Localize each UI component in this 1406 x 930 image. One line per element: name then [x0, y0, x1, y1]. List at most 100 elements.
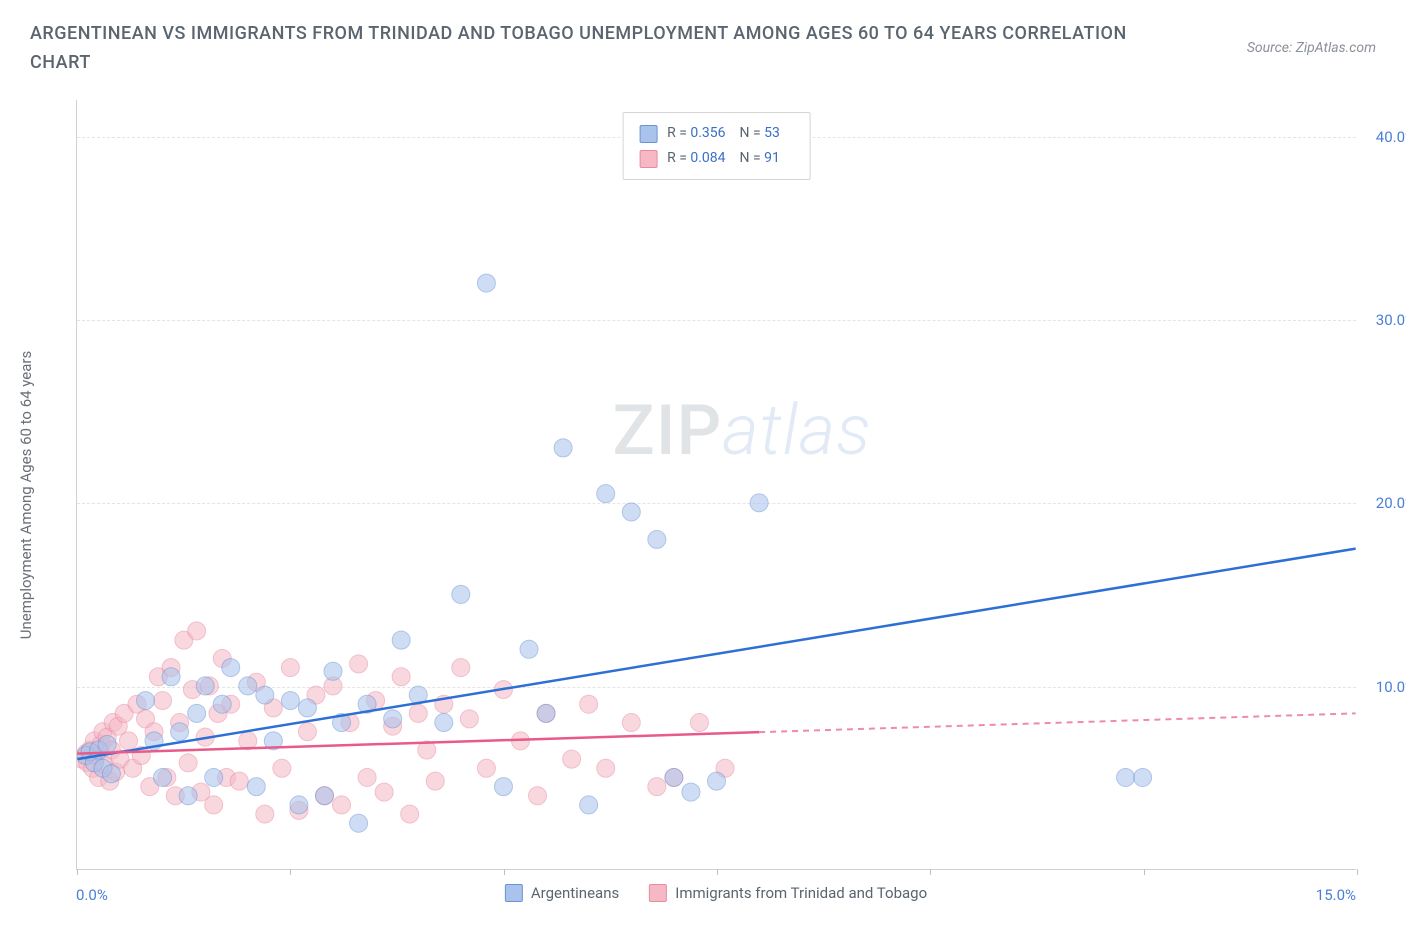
data-point-argentineans	[298, 699, 316, 717]
trendline-argentineans	[77, 549, 1355, 760]
data-point-argentineans	[247, 778, 265, 796]
swatch-trinidad	[639, 150, 657, 168]
swatch-trinidad-bottom	[649, 884, 667, 902]
data-point-trinidad	[460, 710, 478, 728]
data-point-argentineans	[350, 814, 368, 832]
data-point-argentineans	[665, 768, 683, 786]
data-point-argentineans	[290, 796, 308, 814]
data-point-trinidad	[622, 714, 640, 732]
x-tick	[1357, 869, 1358, 875]
series-legend: Argentineans Immigrants from Trinidad an…	[505, 884, 927, 902]
data-point-trinidad	[298, 723, 316, 741]
data-point-trinidad	[452, 659, 470, 677]
scatter-svg	[77, 100, 1356, 869]
data-point-argentineans	[520, 640, 538, 658]
data-point-argentineans	[554, 439, 572, 457]
data-point-argentineans	[452, 585, 470, 603]
data-point-argentineans	[98, 736, 116, 754]
legend-label: Argentineans	[531, 884, 619, 902]
data-point-trinidad	[179, 754, 197, 772]
x-tick	[1144, 869, 1145, 875]
data-point-argentineans	[179, 787, 197, 805]
data-point-argentineans	[213, 695, 231, 713]
data-point-trinidad	[690, 714, 708, 732]
data-point-argentineans	[281, 692, 299, 710]
data-point-argentineans	[537, 704, 555, 722]
data-point-argentineans	[682, 783, 700, 801]
y-axis-label: Unemployment Among Ages 60 to 64 years	[17, 351, 35, 639]
swatch-argentineans-bottom	[505, 884, 523, 902]
data-point-trinidad	[256, 805, 274, 823]
trendline-trinidad-dashed	[759, 713, 1356, 732]
swatch-argentineans	[639, 125, 657, 143]
y-tick-label: 10.0%	[1376, 678, 1406, 696]
data-point-argentineans	[196, 677, 214, 695]
data-point-trinidad	[273, 759, 291, 777]
data-point-trinidad	[281, 659, 299, 677]
legend-item-argentineans: Argentineans	[505, 884, 619, 902]
data-point-argentineans	[1134, 768, 1152, 786]
data-point-trinidad	[409, 704, 427, 722]
data-point-argentineans	[102, 765, 120, 783]
data-point-trinidad	[230, 772, 248, 790]
x-tick	[717, 869, 718, 875]
data-point-trinidad	[563, 750, 581, 768]
data-point-argentineans	[622, 503, 640, 521]
data-point-trinidad	[358, 768, 376, 786]
x-axis-end: 15.0%	[1316, 886, 1356, 904]
data-point-argentineans	[171, 723, 189, 741]
data-point-trinidad	[119, 732, 137, 750]
legend-label: Immigrants from Trinidad and Tobago	[675, 884, 927, 902]
x-tick	[930, 869, 931, 875]
data-point-trinidad	[401, 805, 419, 823]
data-point-trinidad	[426, 772, 444, 790]
data-point-trinidad	[477, 759, 495, 777]
legend-item-trinidad: Immigrants from Trinidad and Tobago	[649, 884, 927, 902]
data-point-argentineans	[384, 710, 402, 728]
data-point-argentineans	[188, 704, 206, 722]
data-point-trinidad	[350, 655, 368, 673]
plot-area: ZIPatlas R = 0.356N = 53 R = 0.084N = 91…	[76, 100, 1356, 870]
data-point-trinidad	[597, 759, 615, 777]
legend-row-argentineans: R = 0.356N = 53	[639, 121, 794, 146]
data-point-argentineans	[708, 772, 726, 790]
data-point-argentineans	[256, 686, 274, 704]
data-point-trinidad	[333, 796, 351, 814]
data-point-argentineans	[205, 768, 223, 786]
x-tick	[290, 869, 291, 875]
data-point-trinidad	[154, 692, 172, 710]
data-point-argentineans	[222, 659, 240, 677]
source-attribution: Source: ZipAtlas.com	[1247, 20, 1376, 56]
chart-title: ARGENTINEAN VS IMMIGRANTS FROM TRINIDAD …	[30, 20, 1130, 78]
data-point-argentineans	[1117, 768, 1135, 786]
x-tick	[504, 869, 505, 875]
data-point-argentineans	[477, 274, 495, 292]
data-point-argentineans	[154, 768, 172, 786]
data-point-trinidad	[188, 622, 206, 640]
data-point-trinidad	[529, 787, 547, 805]
data-point-trinidad	[392, 668, 410, 686]
chart-container: Unemployment Among Ages 60 to 64 years Z…	[46, 90, 1386, 900]
data-point-argentineans	[239, 677, 257, 695]
data-point-trinidad	[375, 783, 393, 801]
x-axis-origin: 0.0%	[76, 886, 108, 904]
y-tick-label: 20.0%	[1376, 494, 1406, 512]
data-point-argentineans	[162, 668, 180, 686]
data-point-argentineans	[137, 692, 155, 710]
data-point-argentineans	[392, 631, 410, 649]
data-point-argentineans	[597, 485, 615, 503]
data-point-argentineans	[648, 530, 666, 548]
y-tick-label: 30.0%	[1376, 311, 1406, 329]
data-point-trinidad	[205, 796, 223, 814]
data-point-argentineans	[750, 494, 768, 512]
data-point-argentineans	[324, 662, 342, 680]
data-point-argentineans	[580, 796, 598, 814]
y-tick-label: 40.0%	[1376, 128, 1406, 146]
data-point-trinidad	[648, 778, 666, 796]
correlation-legend: R = 0.356N = 53 R = 0.084N = 91	[622, 112, 811, 180]
data-point-argentineans	[315, 787, 333, 805]
legend-row-trinidad: R = 0.084N = 91	[639, 146, 794, 171]
data-point-argentineans	[435, 714, 453, 732]
x-tick	[77, 869, 78, 875]
data-point-argentineans	[494, 778, 512, 796]
